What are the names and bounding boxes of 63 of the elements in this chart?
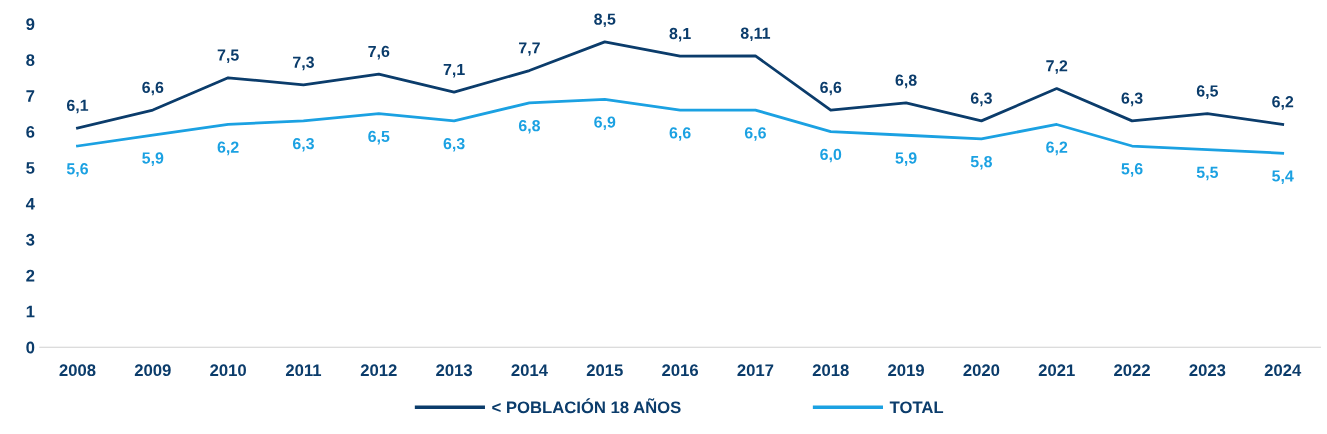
data-label: 6,2 bbox=[1046, 141, 1068, 156]
x-tick-label: 2009 bbox=[134, 364, 171, 377]
data-label: 6,3 bbox=[292, 137, 314, 152]
x-tick-label: 2015 bbox=[586, 364, 623, 377]
data-label: 7,2 bbox=[1046, 60, 1068, 74]
x-tick-label: 2023 bbox=[1189, 364, 1226, 377]
legend-label: < POBLACIÓN 18 AÑOS bbox=[492, 398, 681, 414]
data-label: 8,11 bbox=[740, 27, 771, 42]
y-tick-label: 1 bbox=[26, 305, 35, 318]
x-tick-label: 2018 bbox=[812, 364, 849, 377]
data-label: 5,9 bbox=[895, 152, 917, 166]
x-tick-label: 2010 bbox=[210, 364, 246, 377]
y-tick-label: 2 bbox=[26, 269, 35, 282]
data-label: 7,1 bbox=[443, 63, 465, 78]
x-tick-label: 2020 bbox=[963, 364, 1000, 377]
data-label: 7,3 bbox=[293, 56, 314, 71]
data-label: 6,6 bbox=[669, 127, 691, 141]
data-label: 7,6 bbox=[368, 45, 390, 60]
x-tick-label: 2021 bbox=[1038, 364, 1075, 377]
data-label: 6,6 bbox=[820, 81, 842, 96]
data-label: 6,3 bbox=[970, 92, 992, 107]
data-label: 5,5 bbox=[1196, 166, 1219, 181]
y-tick-label: 9 bbox=[26, 18, 35, 31]
x-tick-label: 2008 bbox=[59, 364, 96, 377]
x-tick-label: 2016 bbox=[662, 364, 699, 377]
data-label: 7,5 bbox=[217, 49, 239, 64]
data-label: 6,1 bbox=[66, 99, 89, 114]
x-tick-label: 2022 bbox=[1114, 364, 1150, 377]
data-label: 5,4 bbox=[1272, 170, 1294, 184]
y-tick-label: 5 bbox=[26, 162, 35, 174]
y-tick-label: 0 bbox=[26, 341, 35, 354]
data-label: 6,8 bbox=[518, 119, 541, 134]
data-label: 6,5 bbox=[368, 130, 390, 145]
data-label: 6,6 bbox=[744, 127, 766, 141]
x-tick-label: 2014 bbox=[511, 364, 548, 377]
data-label: 5,6 bbox=[66, 163, 88, 177]
data-label: 6,2 bbox=[1272, 96, 1294, 110]
x-tick-label: 2017 bbox=[737, 364, 774, 377]
data-label: 6,8 bbox=[895, 74, 917, 89]
y-tick-label: 3 bbox=[26, 233, 35, 246]
x-tick-label: 2011 bbox=[285, 364, 322, 377]
legend-label: TOTAL bbox=[889, 401, 944, 414]
data-label: 5,8 bbox=[970, 155, 993, 170]
data-label: 5,9 bbox=[142, 152, 164, 166]
data-label: 6,0 bbox=[820, 148, 842, 163]
data-label: 6,2 bbox=[217, 141, 239, 156]
data-label: 8,1 bbox=[669, 27, 691, 42]
x-tick-label: 2012 bbox=[360, 364, 397, 377]
data-label: 6,3 bbox=[443, 137, 465, 152]
data-label: 6,9 bbox=[594, 116, 616, 131]
data-label: 7,7 bbox=[519, 42, 540, 56]
x-tick-label: 2024 bbox=[1264, 364, 1302, 377]
y-tick-label: 6 bbox=[26, 126, 35, 138]
data-label: 6,3 bbox=[1121, 92, 1143, 107]
data-label: 6,5 bbox=[1196, 85, 1219, 99]
x-tick-label: 2013 bbox=[436, 364, 473, 377]
x-tick-label: 2019 bbox=[888, 364, 924, 377]
y-tick-label: 4 bbox=[25, 198, 35, 210]
y-tick-label: 8 bbox=[26, 54, 35, 66]
y-tick-label: 7 bbox=[26, 90, 35, 102]
data-label: 8,5 bbox=[594, 13, 616, 28]
data-label: 6,6 bbox=[142, 81, 164, 96]
data-label: 5,6 bbox=[1121, 163, 1143, 177]
